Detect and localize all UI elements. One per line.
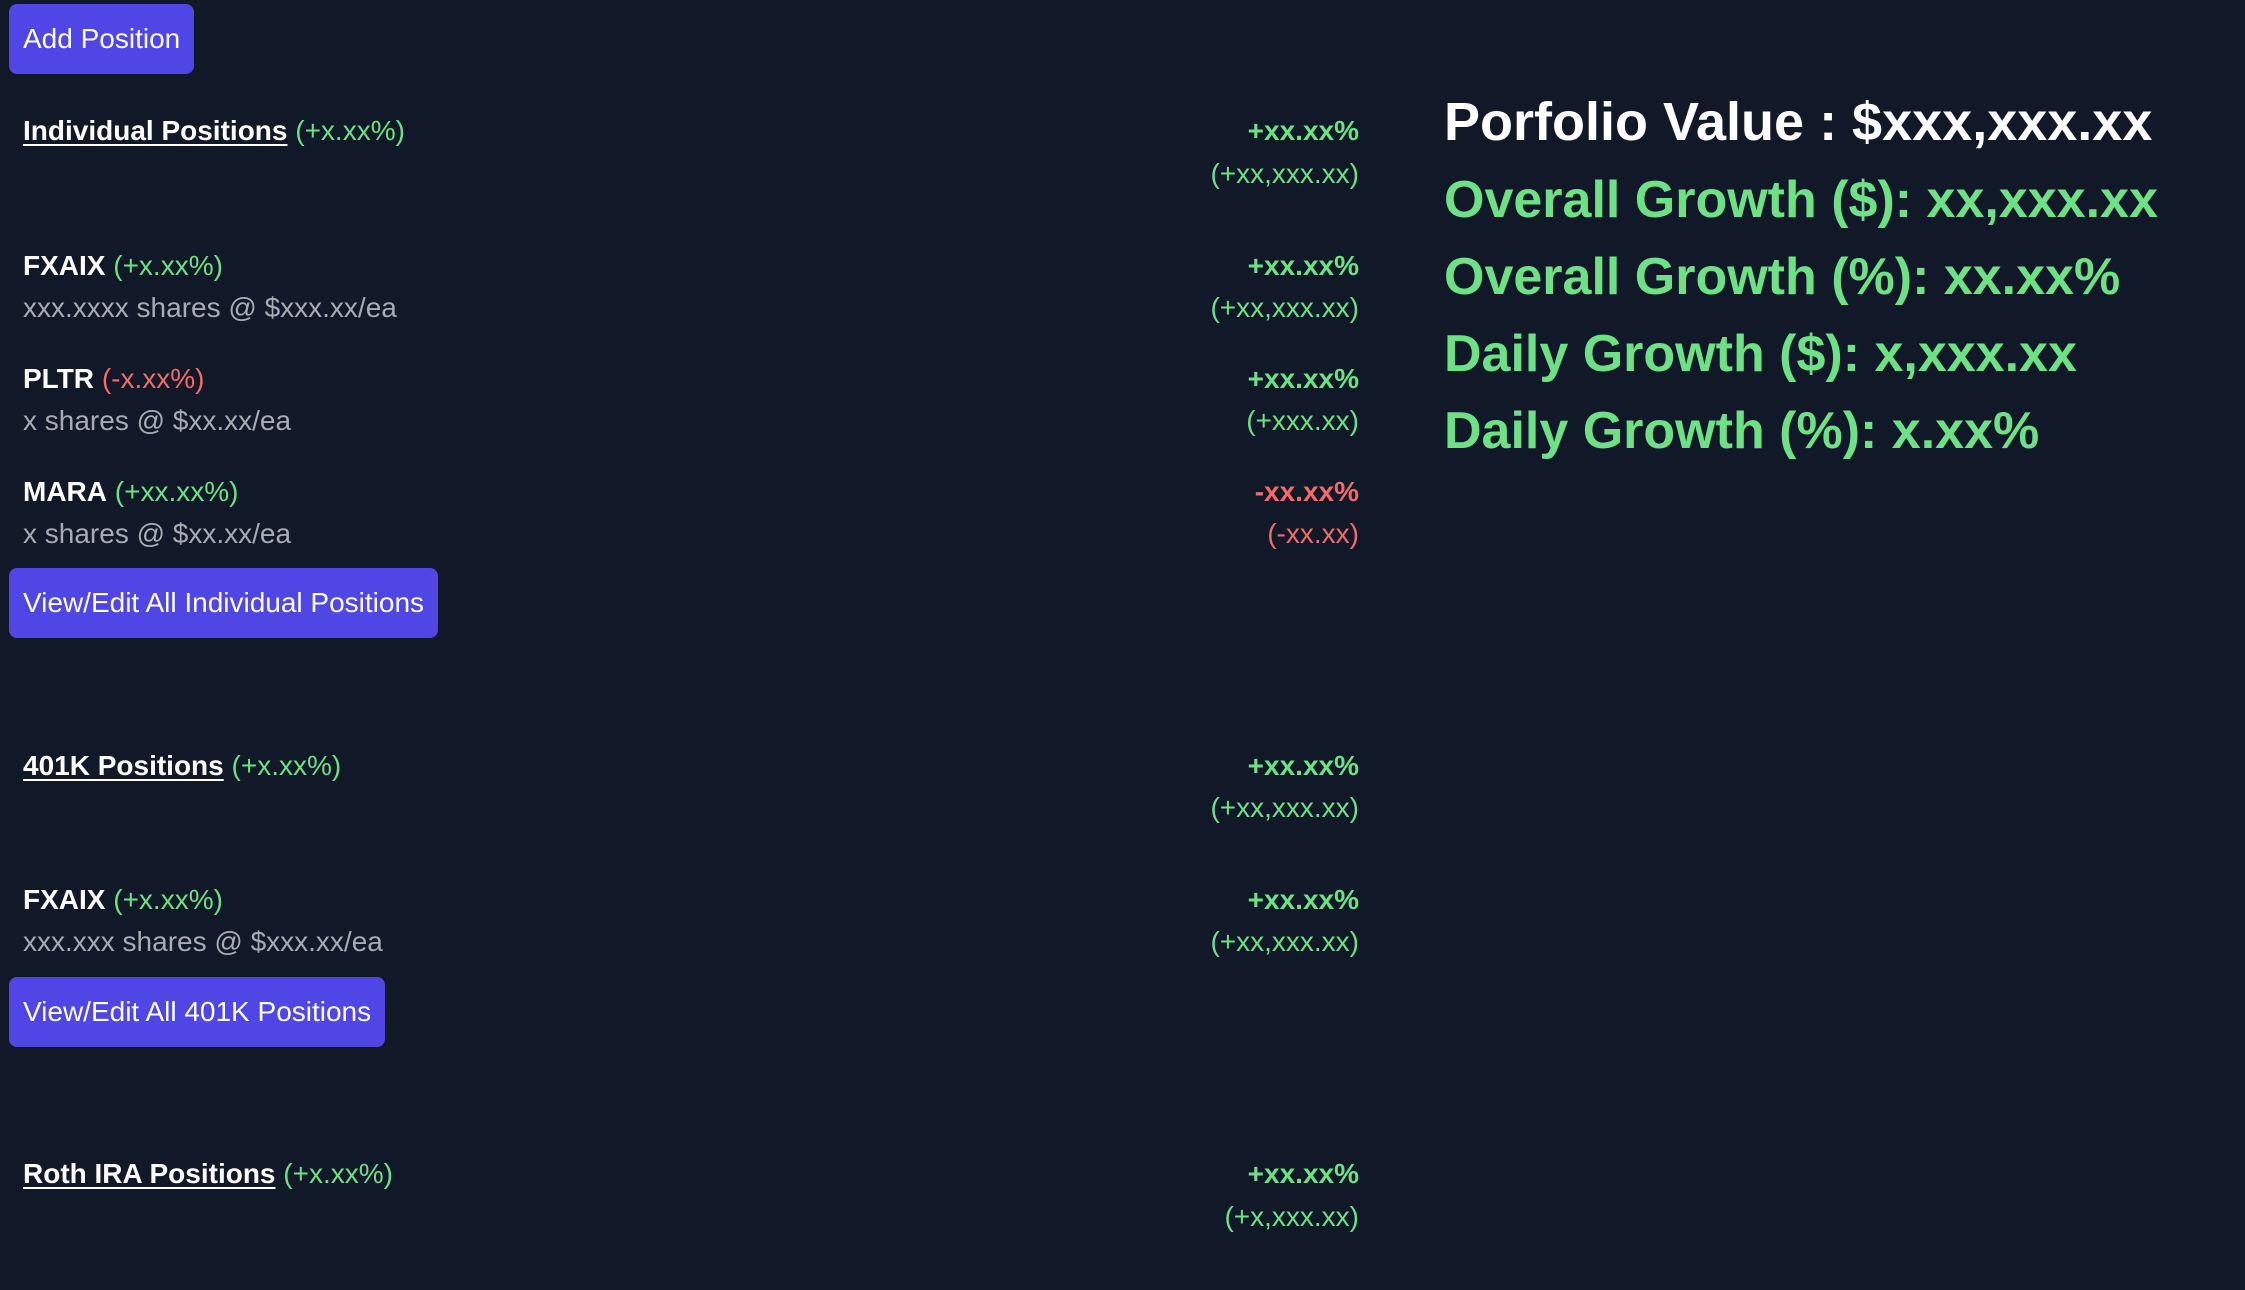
overall-growth-dollar: Overall Growth ($): xx,xxx.xx bbox=[1444, 171, 2158, 229]
position-total-amount: (-xx.xx) bbox=[1267, 518, 1359, 549]
portfolio-value: Porfolio Value : $xxx,xxx.xx bbox=[1444, 92, 2153, 152]
position-detail: xxx.xxx shares @ $xxx.xx/ea bbox=[23, 926, 383, 957]
add-position-button[interactable]: Add Position bbox=[9, 4, 195, 74]
roth-section-header: Roth IRA Positions (+x.xx%) bbox=[23, 1156, 393, 1192]
position-detail: xxx.xxxx shares @ $xxx.xx/ea bbox=[23, 292, 397, 323]
ticker-symbol: MARA bbox=[23, 476, 107, 507]
list-item: FXAIX (+x.xx%) bbox=[23, 882, 223, 918]
k401-total-amount: (+xx,xxx.xx) bbox=[1210, 792, 1359, 823]
ticker-symbol: FXAIX bbox=[23, 250, 106, 281]
position-total-amount: (+xx,xxx.xx) bbox=[1210, 926, 1359, 957]
individual-change-pct: (+x.xx%) bbox=[295, 115, 405, 146]
position-change-pct: (-x.xx%) bbox=[101, 363, 205, 394]
list-item: FXAIX (+x.xx%) bbox=[23, 248, 223, 284]
k401-change-pct: (+x.xx%) bbox=[231, 750, 342, 781]
position-total-pct: +xx.xx% bbox=[1247, 363, 1359, 394]
position-total-amount: (+xxx.xx) bbox=[1246, 405, 1359, 436]
roth-positions-link[interactable]: Roth IRA Positions bbox=[23, 1158, 276, 1189]
roth-total-amount: (+x,xxx.xx) bbox=[1224, 1201, 1359, 1232]
k401-total-pct: +xx.xx% bbox=[1247, 750, 1359, 781]
roth-total-pct: +xx.xx% bbox=[1247, 1158, 1359, 1189]
k401-positions-link[interactable]: 401K Positions bbox=[23, 750, 224, 781]
position-change-pct: (+x.xx%) bbox=[113, 884, 223, 915]
position-total-pct: -xx.xx% bbox=[1254, 476, 1359, 507]
k401-section-header: 401K Positions (+x.xx%) bbox=[23, 748, 341, 784]
daily-growth-dollar: Daily Growth ($): x,xxx.xx bbox=[1444, 325, 2077, 383]
individual-section-header: Individual Positions (+x.xx%) bbox=[23, 113, 405, 149]
list-item: PLTR (-x.xx%) bbox=[23, 361, 204, 397]
overall-growth-pct: Overall Growth (%): xx.xx% bbox=[1444, 248, 2121, 306]
ticker-symbol: PLTR bbox=[23, 363, 95, 394]
ticker-symbol: FXAIX bbox=[23, 884, 106, 915]
view-edit-401k-button[interactable]: View/Edit All 401K Positions bbox=[9, 977, 386, 1047]
position-change-pct: (+x.xx%) bbox=[113, 250, 223, 281]
position-total-pct: +xx.xx% bbox=[1247, 250, 1359, 281]
position-change-pct: (+xx.xx%) bbox=[114, 476, 239, 507]
individual-total-pct: +xx.xx% bbox=[1247, 115, 1359, 146]
individual-positions-link[interactable]: Individual Positions bbox=[23, 115, 288, 146]
position-total-amount: (+xx,xxx.xx) bbox=[1210, 292, 1359, 323]
position-total-pct: +xx.xx% bbox=[1247, 884, 1359, 915]
position-detail: x shares @ $xx.xx/ea bbox=[23, 405, 292, 436]
view-edit-individual-button[interactable]: View/Edit All Individual Positions bbox=[9, 568, 439, 638]
list-item: MARA (+xx.xx%) bbox=[23, 474, 238, 510]
individual-total-amount: (+xx,xxx.xx) bbox=[1210, 158, 1359, 189]
position-detail: x shares @ $xx.xx/ea bbox=[23, 518, 292, 549]
daily-growth-pct: Daily Growth (%): x.xx% bbox=[1444, 402, 2040, 460]
roth-change-pct: (+x.xx%) bbox=[283, 1158, 393, 1189]
